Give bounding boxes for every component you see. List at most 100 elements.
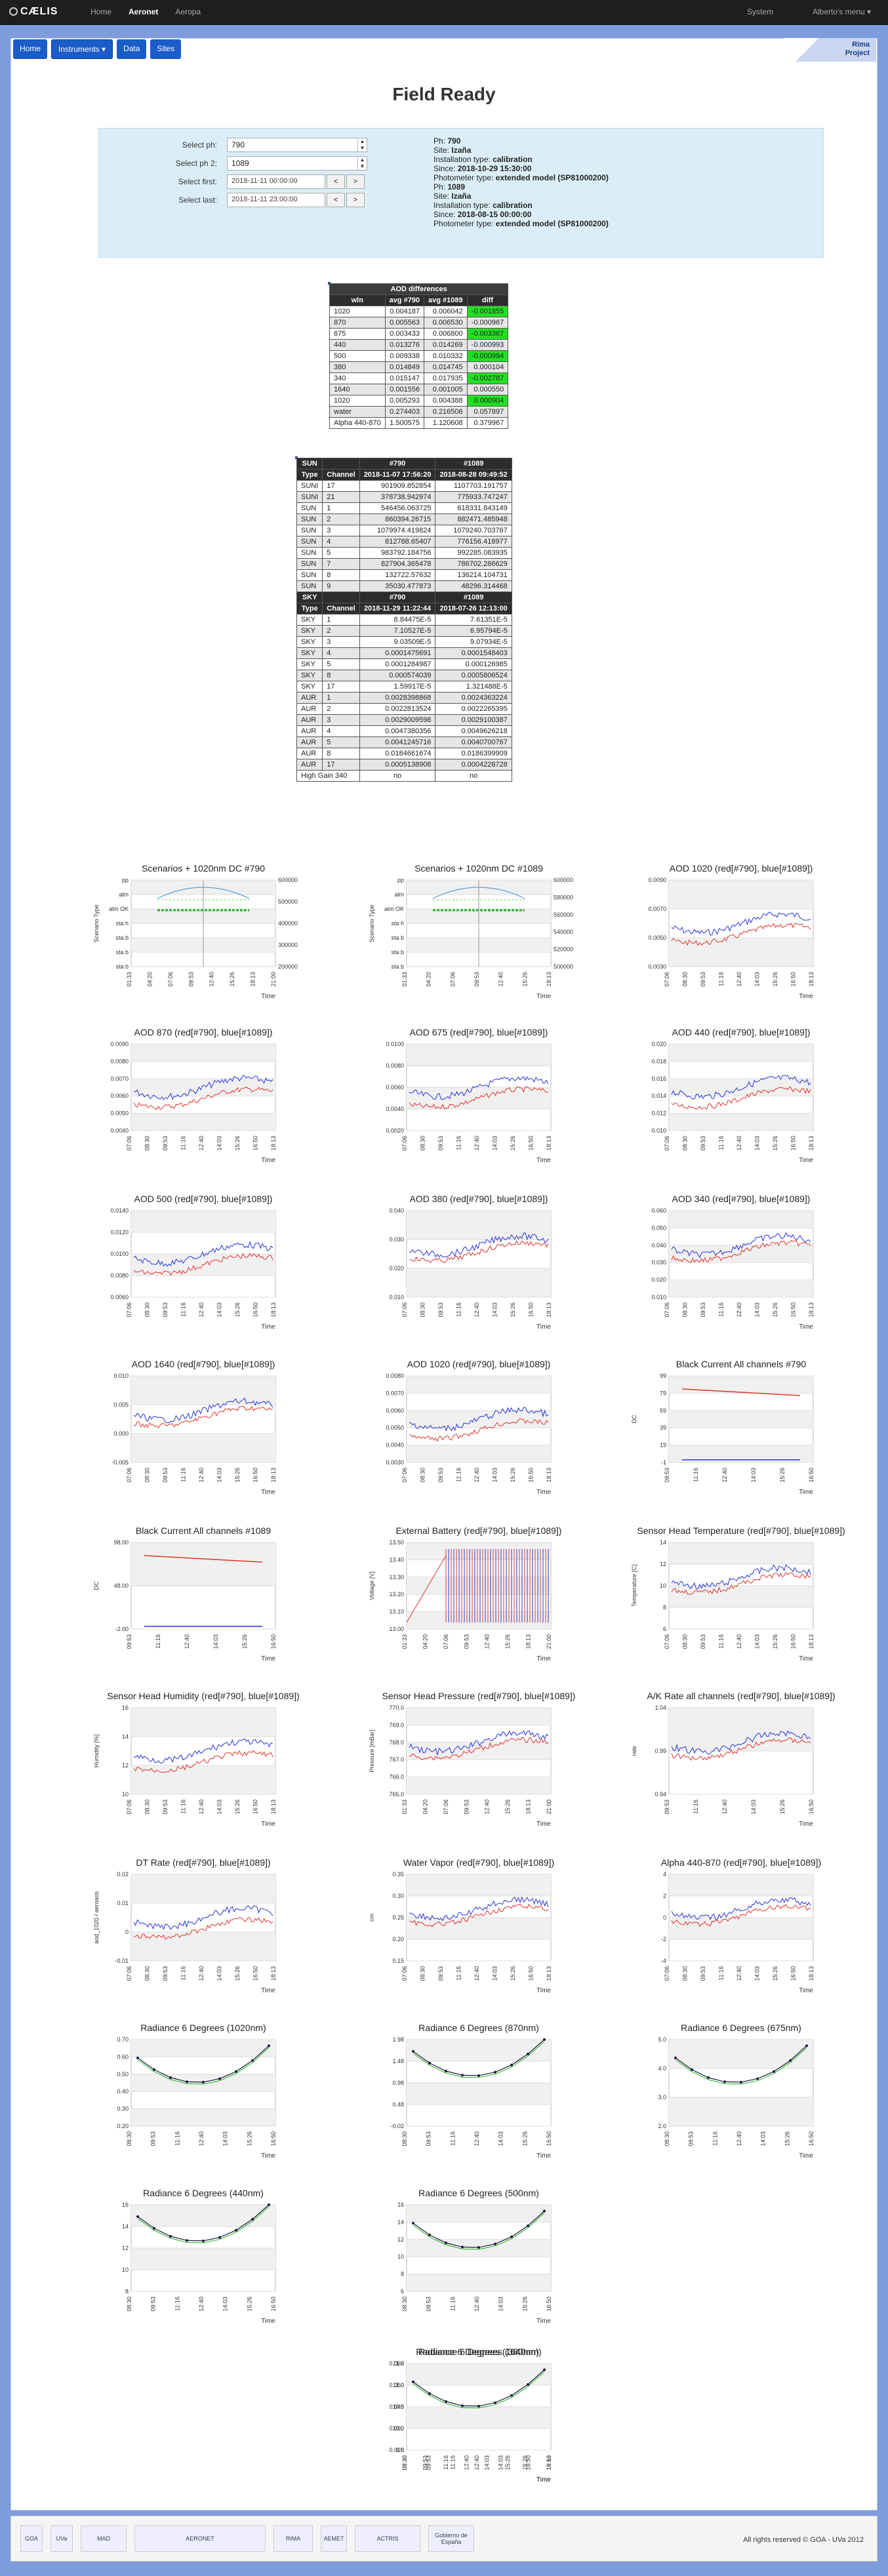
chart-svg: 0.060 0.050 0.040 0.030 0.020 0.010 07:06 08:30… — [651, 1207, 815, 1331]
nav-user-menu[interactable]: Alberto's menu ▾ — [812, 7, 871, 16]
partner-logo[interactable]: MAD — [81, 2526, 127, 2552]
table-cell: 35030.477873 — [359, 580, 436, 592]
x-tick-label: 11:16 — [456, 1966, 462, 1981]
chart-svg: 0.0100 0.0080 0.0060 0.0040 0.0020 07:06 08:30… — [386, 1041, 552, 1164]
table-cell: 1 — [322, 692, 360, 704]
nav-home[interactable]: Home — [91, 7, 112, 16]
x-tick-label: 12:40 — [736, 1136, 742, 1151]
x-tick-label: 09:53 — [150, 2297, 157, 2312]
chart-4: AOD 870 (red[#790], blue[#1089]) 0.0090 0.… — [66, 1027, 341, 1177]
partner-logo[interactable]: RIMA — [273, 2526, 313, 2552]
y-tick-label: 14 — [122, 2223, 129, 2230]
table-cell: 0.006800 — [424, 328, 468, 340]
x-axis-label: Time — [536, 993, 551, 1000]
ph-select[interactable]: 790 ▲ ▼ — [227, 138, 367, 152]
table-row: SKY 17 1.59917E-5 1.321488E-5 — [296, 681, 512, 693]
grid-band — [131, 1708, 275, 1737]
y-tick-label: 0.0050 — [648, 935, 666, 941]
nav-aeropa[interactable]: Aeropa — [175, 7, 201, 16]
chart-svg: 0.70 0.60 0.50 0.40 0.30 0.20 08:30 09:53 11:16 1… — [117, 2036, 277, 2160]
subnav-sites[interactable]: Sites — [150, 39, 182, 59]
radiance-point — [412, 2221, 414, 2224]
grid-band — [669, 1410, 813, 1428]
y-tick-label: 0.99 — [655, 1748, 666, 1754]
x-tick-label: 12:40 — [463, 2455, 470, 2470]
y-axis-label: Scenario Type — [369, 904, 375, 942]
partner-logo[interactable]: Gobierno de España — [428, 2526, 474, 2552]
subnav-home[interactable]: Home — [13, 39, 48, 59]
brand-logo[interactable]: CÆLIS — [9, 6, 58, 18]
x-axis-label: Time — [261, 1655, 275, 1662]
y2-tick-label: 400000 — [278, 920, 298, 927]
grid-band — [407, 1376, 551, 1394]
chart-25: Radiance 6 Degrees (440nm) 16 14 12 10 8 08:30… — [66, 2188, 341, 2337]
partner-logo[interactable]: GOA — [20, 2526, 43, 2552]
chart-13: Black Current All channels #1089 98.00 48.… — [66, 1525, 341, 1675]
table-cell: 0.017935 — [424, 372, 468, 384]
x-tick-label: 21:00 — [270, 972, 277, 987]
table-cell: 618331.843149 — [435, 502, 512, 514]
nav-aeronet[interactable]: Aeronet — [129, 7, 159, 16]
table-cell: 0.005563 — [384, 317, 425, 329]
y-tick-label: 0 — [125, 1929, 129, 1935]
first-next-button[interactable]: > — [346, 174, 365, 189]
first-datetime-input[interactable]: 2018-11-11 00:00:00 — [227, 174, 325, 189]
grid-band — [131, 1078, 275, 1097]
y-tick-label: 0.030 — [389, 2425, 404, 2432]
table-cell: 546456.063725 — [359, 502, 436, 514]
y-tick-label: 1.04 — [655, 1704, 666, 1711]
x-tick-label: 16:50 — [525, 2455, 532, 2470]
x-tick-label: 08:30 — [144, 1136, 151, 1151]
grid-band — [669, 2040, 813, 2068]
partner-logo[interactable]: AEMET — [321, 2526, 347, 2552]
y2-tick-label: 500000 — [554, 963, 573, 970]
last-prev-button[interactable]: < — [327, 193, 345, 207]
y-tick-label: 0.0040 — [386, 1442, 404, 1449]
y-tick-label: 768.0 — [389, 1739, 404, 1746]
rima-project-badge[interactable]: Rima Project — [784, 38, 876, 62]
y-tick-label: alm OK — [109, 906, 129, 912]
grid-band — [407, 2040, 551, 2061]
radiance-series-2 — [675, 2047, 807, 2085]
y2-tick-label: 200000 — [278, 963, 298, 970]
x-tick-label: 21:00 — [546, 1634, 552, 1649]
x-tick-label: 11:16 — [693, 1468, 699, 1482]
chart-title: Radiance 6 Degrees (1020nm) — [140, 2023, 266, 2033]
table-cell: 0.0004228728 — [435, 759, 512, 771]
subnav-data[interactable]: Data — [117, 39, 147, 59]
last-datetime-input[interactable]: 2018-11-11 23:00:00 — [227, 193, 325, 207]
series-red-790 — [409, 1086, 549, 1110]
chart-title: Black Current All channels #1089 — [135, 1525, 272, 1536]
x-tick-label: 04:20 — [422, 1634, 428, 1649]
chart-title: AOD 500 (red[#790], blue[#1089]) — [134, 1194, 273, 1204]
grid-band — [407, 2274, 551, 2291]
x-tick-label: 12:40 — [474, 2297, 480, 2312]
table-cell: 0.004388 — [424, 395, 468, 407]
table-cell: 0.006042 — [424, 306, 468, 317]
y-tick-label: 48.00 — [113, 1582, 129, 1589]
y-tick-label: 0.0050 — [110, 1110, 129, 1117]
y-tick-label: 13.50 — [389, 1539, 404, 1546]
grid-band — [669, 1586, 813, 1607]
table-cell: SKY — [296, 625, 323, 637]
last-next-button[interactable]: > — [346, 193, 365, 207]
x-tick-label: 12:40 — [474, 1302, 480, 1318]
x-tick-label: 12:40 — [198, 2297, 205, 2312]
ph2-select[interactable]: 1089 ▲ ▼ — [227, 156, 367, 171]
series-red-790 — [671, 923, 811, 947]
partner-logo[interactable]: ACTRIS — [355, 2526, 420, 2552]
x-tick-label: 07:06 — [401, 1468, 408, 1483]
x-tick-label: 08:30 — [126, 2131, 132, 2146]
partner-logo[interactable]: UVa — [50, 2526, 73, 2552]
table-cell: 4 — [322, 536, 360, 548]
x-tick-label: 12:40 — [209, 972, 215, 987]
nav-system[interactable]: System — [746, 7, 773, 16]
y-tick-label: 0.020 — [389, 2447, 404, 2453]
partner-logo[interactable]: AERONET — [134, 2526, 266, 2552]
first-prev-button[interactable]: < — [327, 174, 345, 189]
grid-band — [407, 1410, 551, 1428]
subnav-instruments[interactable]: Instruments ▾ — [51, 39, 113, 59]
grid-band — [669, 938, 813, 967]
x-tick-label: 16:50 — [252, 1966, 259, 1981]
y-tick-label: 0.0100 — [110, 1251, 129, 1257]
